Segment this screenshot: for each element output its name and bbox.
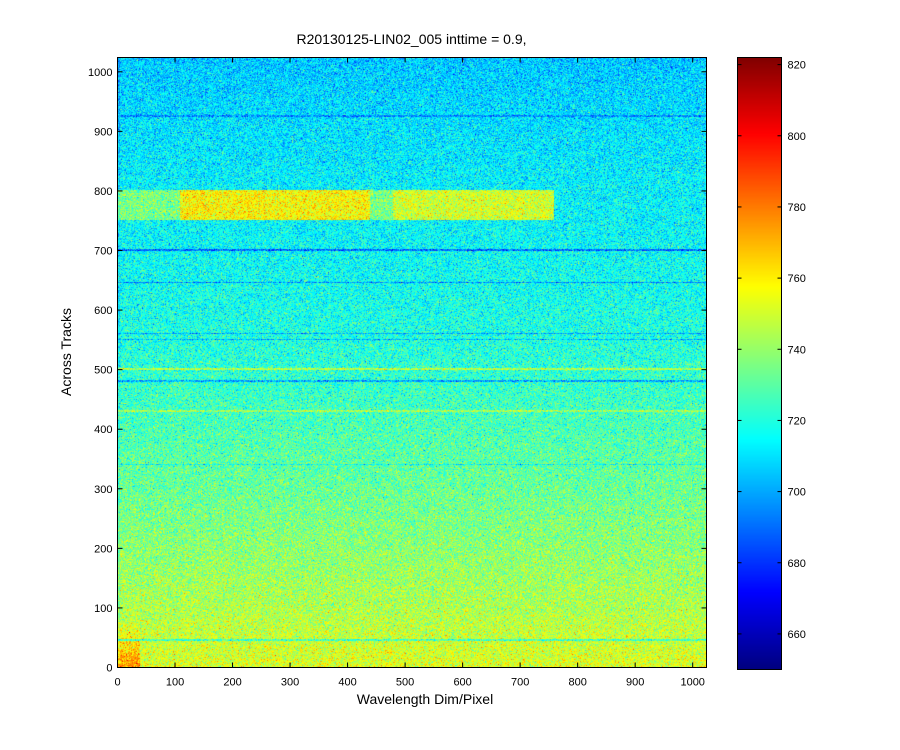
colorbar-tick-label: 680: [788, 558, 806, 570]
colorbar-axis: 660 680 700 720 740 760 780 800 820: [737, 60, 806, 641]
colorbar-tick-label: 740: [788, 344, 806, 356]
x-tick-label: 0: [114, 677, 120, 689]
colorbar-tick-label: 800: [788, 131, 806, 143]
y-tick-label: 200: [94, 543, 112, 555]
x-tick-label: 700: [511, 677, 529, 689]
colorbar-tick-label: 660: [788, 629, 806, 641]
colorbar-tick-label: 760: [788, 273, 806, 285]
colorbar-tick-label: 820: [788, 60, 806, 72]
y-tick-label: 400: [94, 424, 112, 436]
x-tick-label: 1000: [680, 677, 704, 689]
chart-title: R20130125-LIN02_005 inttime = 0.9,: [296, 31, 527, 47]
colorbar-tick-label: 720: [788, 415, 806, 427]
colorbar-tick-label: 780: [788, 202, 806, 214]
y-tick-label: 500: [94, 365, 112, 377]
y-axis: 0 100 200 300 400 500 600 700 800 900 1000: [88, 67, 707, 675]
colorbar-gradient: [737, 57, 781, 669]
colorbar-tick-label: 700: [788, 487, 806, 499]
colorbar-frame: [737, 57, 782, 670]
x-tick-label: 400: [338, 677, 356, 689]
y-tick-label: 600: [94, 305, 112, 317]
x-tick-label: 200: [223, 677, 241, 689]
x-tick-label: 900: [626, 677, 644, 689]
x-tick-label: 800: [568, 677, 586, 689]
y-tick-label: 900: [94, 126, 112, 138]
y-tick-label: 700: [94, 246, 112, 258]
x-tick-label: 300: [281, 677, 299, 689]
plot-frame: [117, 57, 707, 668]
y-tick-label: 100: [94, 603, 112, 615]
y-tick-label: 800: [94, 186, 112, 198]
x-axis-label: Wavelength Dim/Pixel: [357, 691, 493, 707]
y-axis-label: Across Tracks: [58, 308, 74, 396]
heatmap-image: [117, 57, 706, 667]
x-tick-label: 600: [453, 677, 471, 689]
y-tick-label: 0: [106, 663, 112, 675]
x-tick-label: 500: [396, 677, 414, 689]
y-tick-label: 1000: [88, 67, 112, 79]
x-tick-label: 100: [166, 677, 184, 689]
x-axis: 0 100 200 300 400 500 600 700 800 900 1000: [114, 57, 705, 689]
y-tick-label: 300: [94, 484, 112, 496]
